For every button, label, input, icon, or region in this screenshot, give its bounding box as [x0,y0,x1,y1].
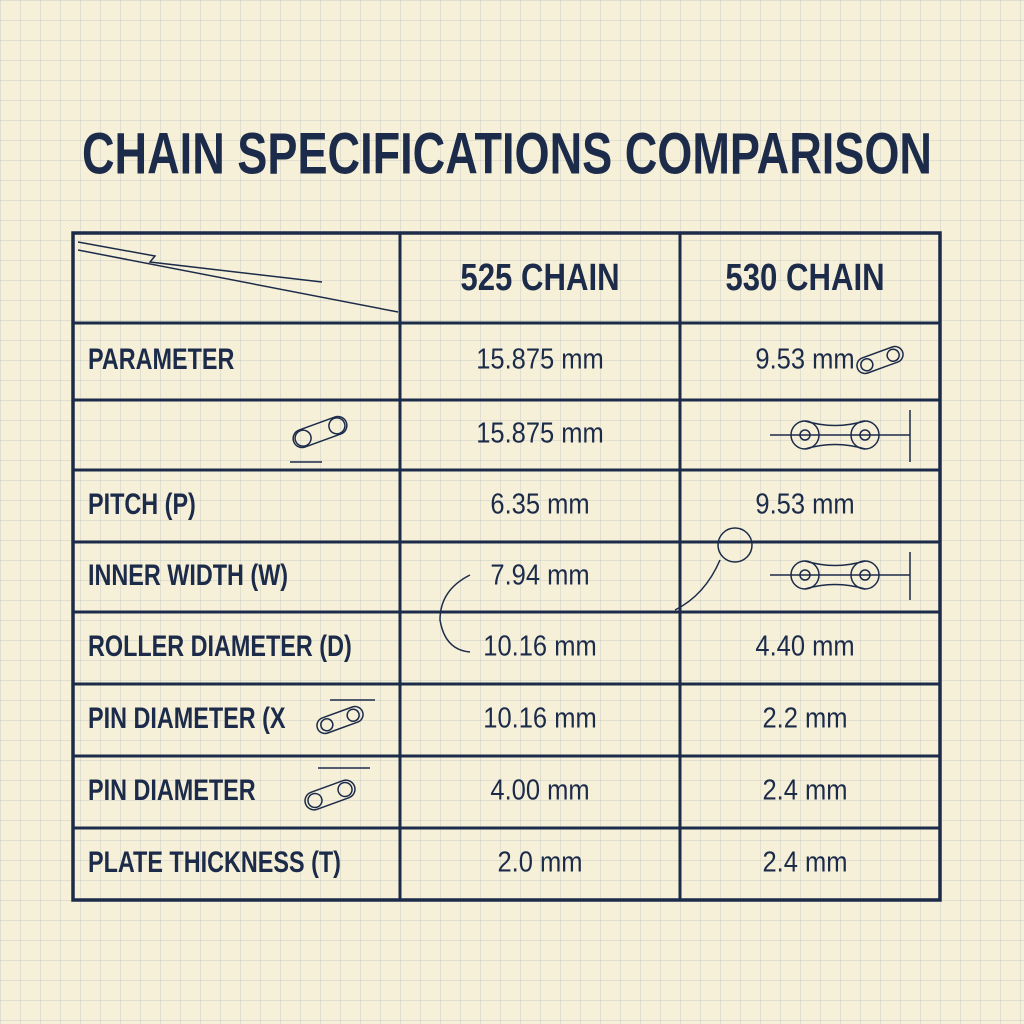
row-label: PLATE THICKNESS (T) [88,845,341,878]
row-label: PIN DIAMETER [88,773,256,806]
cell-value: 4.40 mm [755,629,854,662]
cell-value: 2.0 mm [497,845,582,878]
row-label: INNER WIDTH (W) [88,558,288,591]
cell-value: 4.00 mm [490,773,589,806]
row-label: PITCH (P) [88,487,196,520]
row-label: PIN DIAMETER (X [88,701,286,734]
row-label: PARAMETER [88,342,234,375]
cell-value: 2.2 mm [762,701,847,734]
row-label: ROLLER DIAMETER (D) [88,629,352,662]
cell-value: 2.4 mm [762,845,847,878]
table-grid [71,231,942,902]
cell-value: 15.875 mm [476,342,604,375]
cell-value: 10.16 mm [483,629,596,662]
cell-value: 6.35 mm [490,487,589,520]
title: CHAIN SPECIFICATIONS COMPARISON [82,121,932,186]
decorations [77,241,911,811]
cell-value: 7.94 mm [490,558,589,591]
column-header: 530 CHAIN [725,257,884,299]
cell-value: 2.4 mm [762,773,847,806]
cell-value: 9.53 mm [755,487,854,520]
cell-value: 15.875 mm [476,416,604,449]
column-header: 525 CHAIN [460,257,619,299]
cell-value: 10.16 mm [483,701,596,734]
cell-value: 9.53 mm [755,342,854,375]
